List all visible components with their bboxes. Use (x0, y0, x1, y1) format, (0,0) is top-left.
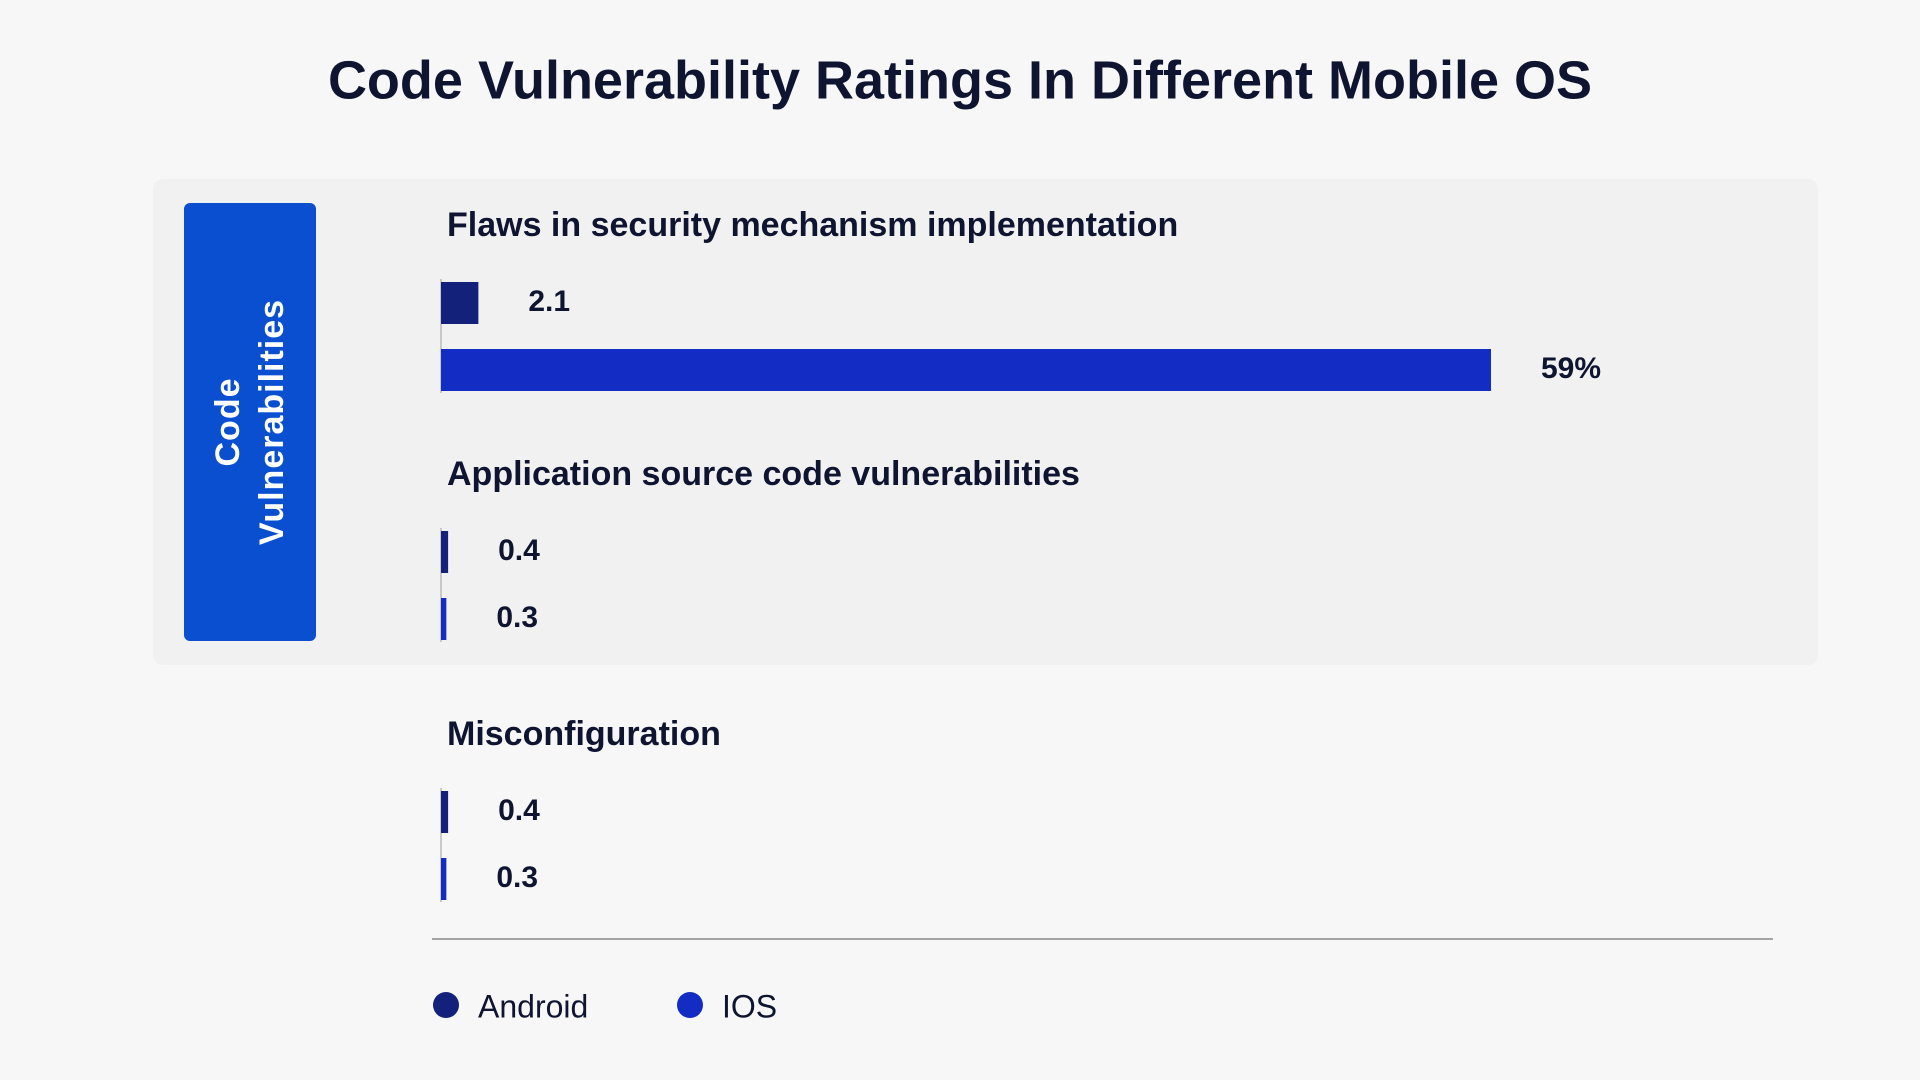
value-label: 0.3 (496, 601, 538, 634)
group-box (184, 203, 316, 641)
bar (441, 858, 447, 900)
value-label: 0.3 (496, 861, 538, 894)
bar (441, 598, 447, 640)
legend-label: IOS (722, 988, 777, 1024)
category-label: Flaws in security mechanism implementati… (447, 206, 1178, 244)
value-label: 0.4 (498, 794, 540, 827)
legend-label: Android (478, 988, 588, 1024)
group-label: Code Vulnerabilities (209, 298, 292, 546)
value-label: 2.1 (528, 285, 570, 318)
value-label: 59% (1541, 352, 1601, 385)
bar (441, 282, 479, 324)
bar (441, 349, 1491, 391)
chart-title: Code Vulnerability Ratings In Different … (328, 50, 1592, 110)
group-label-box: Code Vulnerabilities (184, 203, 316, 641)
value-label: 0.4 (498, 534, 540, 567)
legend-marker (433, 992, 459, 1018)
panel-background (153, 179, 1818, 665)
bar (441, 531, 449, 573)
bar (441, 791, 449, 833)
legend-marker (677, 992, 703, 1018)
category-label: Application source code vulnerabilities (447, 455, 1080, 493)
category-label: Misconfiguration (447, 715, 721, 753)
